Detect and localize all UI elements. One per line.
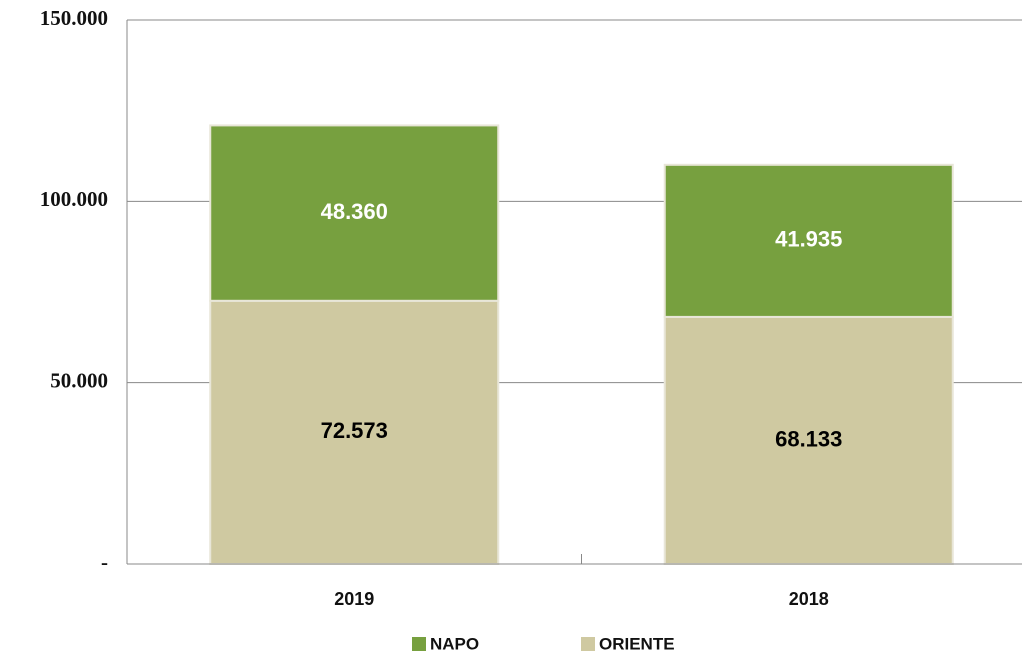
legend-label: NAPO [430, 634, 479, 653]
x-tick-label: 2018 [789, 589, 829, 609]
bar-segment [663, 315, 954, 565]
y-tick-label: 50.000 [50, 368, 108, 392]
bar-segment [663, 163, 954, 318]
y-tick-label: - [101, 550, 108, 574]
value-label: 72.573 [321, 418, 388, 443]
value-label: 68.133 [775, 426, 842, 451]
y-tick-label: 100.000 [40, 187, 108, 211]
value-label: 41.935 [775, 227, 842, 252]
value-label: 48.360 [321, 199, 388, 224]
legend-swatch [581, 637, 595, 651]
y-tick-label: 150.000 [40, 6, 108, 30]
legend-swatch [412, 637, 426, 651]
legend-label: ORIENTE [599, 634, 675, 653]
x-tick-label: 2019 [334, 589, 374, 609]
bar-segment [209, 124, 500, 302]
